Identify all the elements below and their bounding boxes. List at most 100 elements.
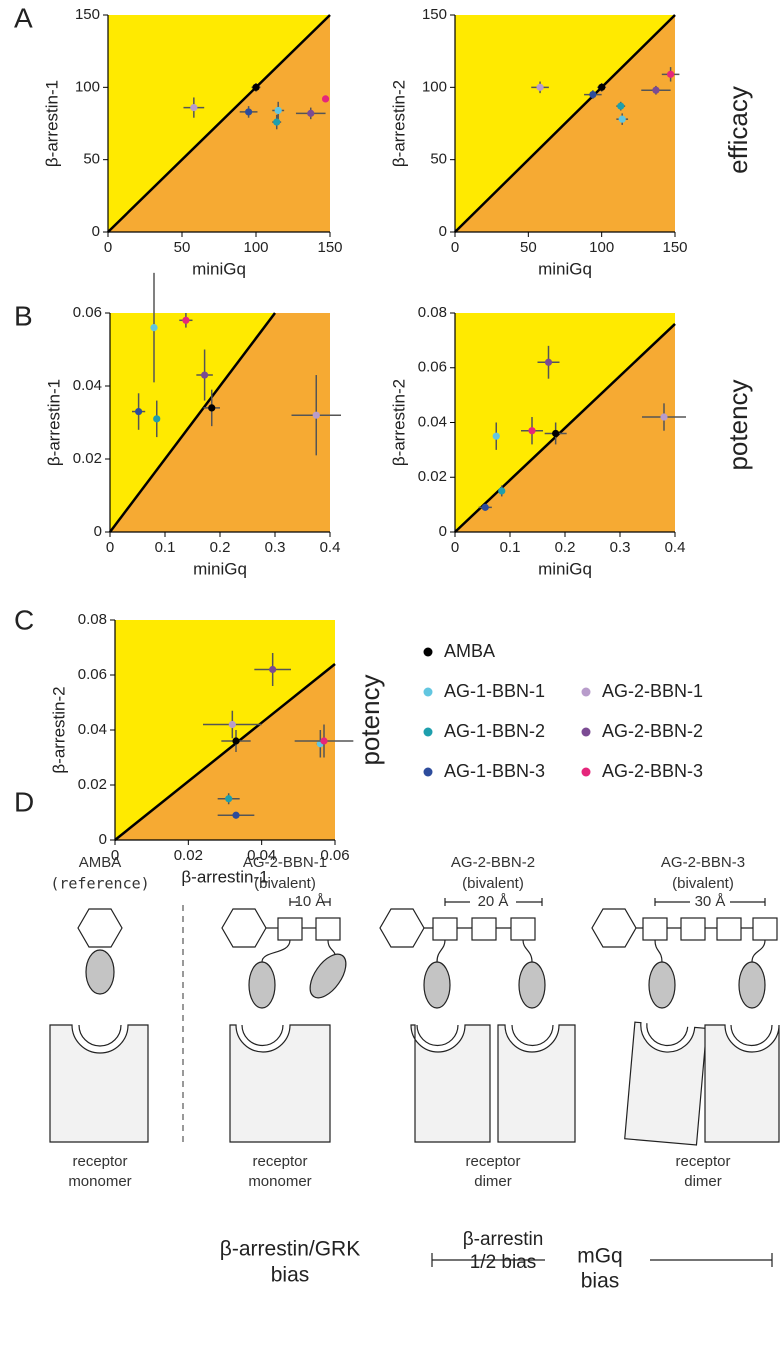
x-tick-label: 0.3 (265, 539, 286, 556)
data-point (492, 432, 500, 440)
data-point (232, 811, 240, 819)
tether (327, 939, 336, 956)
y-tick-label: 0.06 (73, 304, 102, 321)
receptor (624, 1021, 708, 1146)
spacing-bracket (654, 898, 766, 906)
x-axis-label: miniGq (538, 559, 592, 578)
hexagon (77, 908, 123, 948)
legend-marker (581, 767, 591, 777)
data-point (618, 115, 626, 123)
spacing-label: 20 Å (478, 893, 509, 910)
reference-line (107, 14, 331, 233)
data-point (182, 316, 190, 324)
x-tick-label: 0.4 (320, 539, 341, 556)
bias-label: bias (271, 1264, 310, 1287)
data-point (321, 95, 330, 103)
linker-unit (471, 917, 497, 941)
diagram: AMBA (reference) AG-2-BBN-1 (bivalent) A… (49, 854, 780, 1293)
hexagon (221, 908, 267, 948)
scatter-chart: 0 50 100 150 0 50 100 150 miniGq β-arrestin-1 (42, 6, 342, 279)
legend-label: AG-1-BBN-2 (444, 721, 545, 741)
data-point (660, 413, 668, 421)
hexagon (591, 908, 637, 948)
bias-label: β-arrestin/GRK (220, 1238, 360, 1261)
x-tick-label: 0.3 (610, 539, 631, 556)
scatter-chart: 0 50 100 150 0 50 100 150 miniGq β-arrestin-2 (389, 6, 687, 279)
hexagon (379, 908, 425, 948)
x-axis-label: miniGq (192, 259, 246, 278)
ligand-ellipse (738, 961, 766, 1009)
x-tick-label: 150 (662, 239, 687, 256)
pocket (416, 1024, 459, 1047)
tether (654, 939, 766, 963)
x-tick-label: 50 (520, 239, 537, 256)
column-subtitle: (bivalent) (254, 875, 316, 892)
data-point (150, 324, 158, 332)
receptor (49, 1024, 149, 1143)
x-axis-label: miniGq (538, 259, 592, 278)
legend-marker (423, 727, 433, 737)
x-tick-label: 0.02 (174, 847, 203, 864)
ligand-ellipse (85, 949, 115, 995)
y-tick-label: 100 (422, 78, 447, 95)
x-tick-label: 0 (106, 539, 114, 556)
receptor-label: receptor (252, 1153, 307, 1170)
data-point (589, 90, 597, 99)
y-axis-label: β-arrestin-2 (49, 686, 68, 773)
pocket (511, 1024, 554, 1047)
data-point (544, 358, 553, 366)
ligand-ellipse (648, 961, 676, 1009)
x-tick-label: 0.1 (155, 539, 176, 556)
x-axis-label: miniGq (193, 559, 247, 578)
x-tick-label: 0.2 (555, 539, 576, 556)
x-tick-label: 50 (174, 239, 191, 256)
pocket (241, 1024, 284, 1047)
y-tick-label: 0.04 (78, 721, 107, 738)
data-point (252, 83, 260, 91)
legend-label: AMBA (444, 641, 495, 661)
data-point (312, 411, 320, 419)
linker-unit (510, 917, 536, 941)
spacing-bracket (444, 898, 543, 906)
data-point (528, 427, 536, 435)
data-point (269, 665, 277, 674)
scatter-chart: 0 0.1 0.2 0.3 0.4 0 0.02 0.04 0.06 0.08 miniGq β-ar… (389, 304, 686, 578)
data-point (552, 429, 560, 438)
data-point (201, 371, 209, 379)
y-tick-label: 0.04 (418, 413, 447, 430)
y-tick-label: 0.08 (78, 611, 107, 628)
x-tick-label: 0 (451, 539, 459, 556)
data-point (667, 70, 675, 78)
legend-label: AG-2-BBN-2 (602, 721, 703, 741)
x-tick-label: 0.04 (247, 847, 276, 864)
legend-label: AG-1-BBN-3 (444, 761, 545, 781)
x-axis-label: β-arrestin-1 (181, 867, 268, 886)
column-title: AG-2-BBN-1 (243, 854, 327, 871)
upper-region (115, 620, 335, 840)
linker-unit (315, 917, 341, 941)
legend-marker (423, 767, 433, 777)
data-point (536, 83, 544, 91)
data-point (481, 503, 489, 511)
pocket (78, 1024, 122, 1047)
y-tick-label: 0.06 (418, 359, 447, 376)
data-point (652, 86, 660, 94)
data-point (498, 487, 506, 495)
legend-marker (423, 647, 433, 657)
y-tick-label: 0 (439, 223, 447, 240)
y-tick-label: 0.04 (73, 377, 102, 394)
linker-unit (752, 917, 778, 941)
y-tick-label: 150 (75, 6, 100, 23)
panel-label: D (14, 786, 34, 817)
legend-marker (581, 687, 591, 697)
spacing-label: 30 Å (695, 893, 726, 910)
panel-label: C (14, 604, 34, 635)
x-tick-label: 0 (451, 239, 459, 256)
linker-unit (680, 917, 706, 941)
pocket (646, 1023, 689, 1047)
legend-marker (423, 687, 433, 697)
y-tick-label: 0.06 (78, 666, 107, 683)
legend-label: AG-2-BBN-3 (602, 761, 703, 781)
ligand-ellipse (248, 961, 276, 1009)
upper-region (455, 313, 675, 532)
